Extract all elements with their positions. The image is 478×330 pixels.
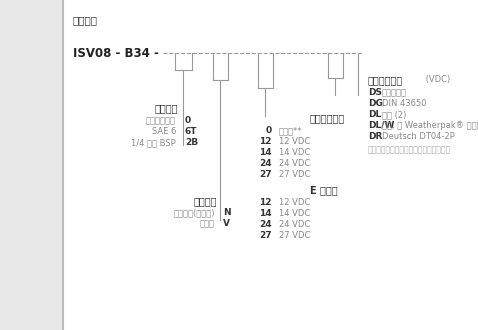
Text: DIN 43650: DIN 43650 bbox=[382, 99, 426, 108]
Text: (VDC): (VDC) bbox=[423, 75, 450, 84]
Text: 14: 14 bbox=[260, 209, 272, 218]
Text: SAE 6: SAE 6 bbox=[152, 127, 176, 136]
FancyBboxPatch shape bbox=[63, 0, 478, 330]
Text: 12: 12 bbox=[260, 137, 272, 146]
Text: DG: DG bbox=[368, 99, 383, 108]
Text: V: V bbox=[223, 219, 230, 228]
Text: 12 VDC: 12 VDC bbox=[279, 198, 310, 207]
Text: 14 VDC: 14 VDC bbox=[279, 148, 310, 157]
Text: 提供带内置二极管的线圈。请咨询戴迩。: 提供带内置二极管的线圈。请咨询戴迩。 bbox=[368, 145, 451, 154]
Text: 27 VDC: 27 VDC bbox=[279, 170, 310, 179]
Text: 12: 12 bbox=[260, 198, 272, 207]
Text: ISV08 - B34 -: ISV08 - B34 - bbox=[73, 47, 159, 60]
Text: 12 VDC: 12 VDC bbox=[279, 137, 310, 146]
Text: 2B: 2B bbox=[185, 138, 198, 147]
Text: E 型线圈: E 型线圈 bbox=[310, 185, 337, 195]
Text: 阀块油口: 阀块油口 bbox=[154, 103, 178, 113]
Text: 24: 24 bbox=[260, 220, 272, 229]
Text: 订货型号: 订货型号 bbox=[73, 15, 98, 25]
Text: 24 VDC: 24 VDC bbox=[279, 159, 310, 168]
Text: 标准线圈终端: 标准线圈终端 bbox=[368, 75, 403, 85]
Text: 27 VDC: 27 VDC bbox=[279, 231, 310, 240]
Text: DR: DR bbox=[368, 132, 382, 141]
Text: N: N bbox=[223, 208, 230, 217]
Text: DS: DS bbox=[368, 88, 382, 97]
Text: 0: 0 bbox=[266, 126, 272, 135]
Text: 6T: 6T bbox=[185, 127, 197, 136]
Text: 24: 24 bbox=[260, 159, 272, 168]
Text: 只订购插装件: 只订购插装件 bbox=[146, 116, 176, 125]
Text: 24 VDC: 24 VDC bbox=[279, 220, 310, 229]
Text: 0: 0 bbox=[185, 116, 191, 125]
Text: 双扁形接头: 双扁形接头 bbox=[382, 88, 407, 97]
Text: 1/4 英寸 BSP: 1/4 英寸 BSP bbox=[131, 138, 176, 147]
Text: 导线, 带 Weatherpak® 连接器: 导线, 带 Weatherpak® 连接器 bbox=[382, 121, 478, 130]
Text: 氟橡胶: 氟橡胶 bbox=[200, 219, 215, 228]
Text: DL: DL bbox=[368, 110, 381, 119]
Text: 14: 14 bbox=[260, 148, 272, 157]
Text: 丁腈橡胶(标准型): 丁腈橡胶(标准型) bbox=[174, 208, 215, 217]
Text: 27: 27 bbox=[260, 170, 272, 179]
Text: 无线圈**: 无线圈** bbox=[279, 126, 303, 135]
Text: Deutsch DT04-2P: Deutsch DT04-2P bbox=[382, 132, 455, 141]
Text: 密封材料: 密封材料 bbox=[194, 196, 217, 206]
Text: 14 VDC: 14 VDC bbox=[279, 209, 310, 218]
Text: 27: 27 bbox=[260, 231, 272, 240]
Text: DL/W: DL/W bbox=[368, 121, 394, 130]
Text: 标准线圈电压: 标准线圈电压 bbox=[310, 113, 345, 123]
Text: 导线 (2): 导线 (2) bbox=[382, 110, 406, 119]
